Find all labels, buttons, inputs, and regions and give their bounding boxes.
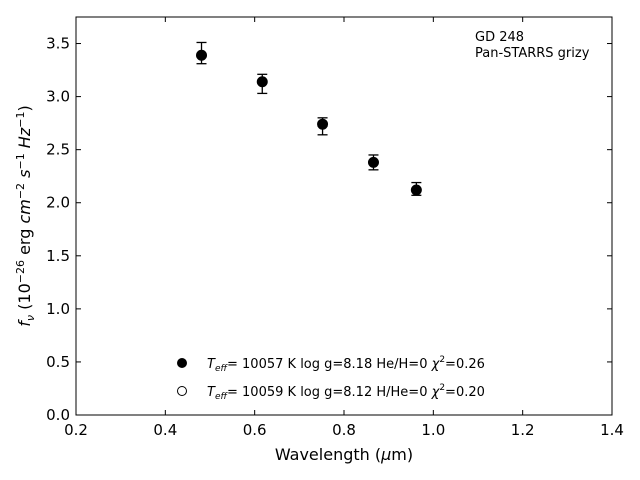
y-tick-label: 1.5 (46, 247, 70, 265)
legend-entry-1: Teff= 10057 K log g=8.18 He/H=0 χ2=0.26 (207, 355, 485, 374)
annotation-line-2: Pan-STARRS grizy (475, 46, 590, 61)
data-point (367, 156, 379, 168)
data-points (196, 41, 422, 196)
legend: Teff= 10057 K log g=8.18 He/H=0 χ2=0.26 … (177, 355, 485, 402)
y-tick-label: 0.5 (46, 353, 70, 371)
y-tick-label: 3.0 (46, 88, 70, 106)
y-tick-label: 2.0 (46, 194, 70, 212)
y-axis-label: fν (10−26 erg cm−2 s−1 Hz−1) (14, 105, 37, 326)
legend-marker-filled (177, 358, 187, 368)
plot-frame (75, 16, 613, 416)
x-tick-label: 0.6 (243, 421, 267, 439)
x-axis-label: Wavelength (μm) (275, 445, 413, 464)
data-point (196, 49, 208, 61)
legend-marker-open (177, 386, 187, 396)
data-point (256, 76, 268, 88)
y-tick-label: 0.0 (46, 406, 70, 424)
data-point (317, 118, 329, 130)
x-tick-label: 1.4 (600, 421, 624, 439)
data-point (410, 184, 422, 196)
y-tick-label: 1.0 (46, 300, 70, 318)
x-tick-label: 0.4 (153, 421, 177, 439)
x-tick-label: 1.0 (421, 421, 445, 439)
y-tick-label: 3.5 (46, 35, 70, 53)
y-tick-label: 2.5 (46, 141, 70, 159)
x-tick-label: 1.2 (511, 421, 535, 439)
x-tick-label: 0.2 (64, 421, 88, 439)
legend-entry-2: Teff= 10059 K log g=8.12 H/He=0 χ2=0.20 (207, 383, 485, 402)
x-tick-label: 0.8 (332, 421, 356, 439)
annotation-line-1: GD 248 (475, 30, 524, 45)
axis-ticks: 0.2 0.4 0.6 0.8 1.0 1.2 1.4 0.0 0.5 1.0 1.5 2.0 2.5 3… (46, 17, 624, 439)
